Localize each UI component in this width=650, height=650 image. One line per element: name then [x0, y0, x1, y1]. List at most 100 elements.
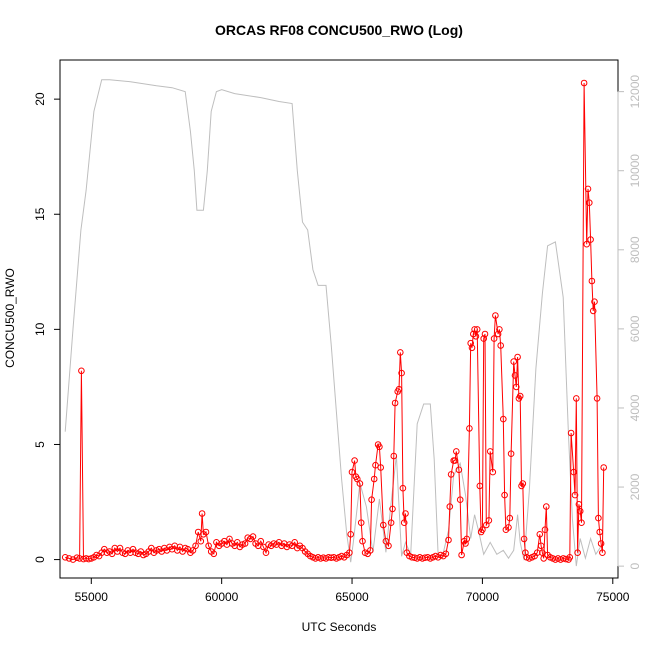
y-tick-label: 5 [33, 441, 47, 448]
data-point [578, 519, 585, 527]
data-point [520, 535, 528, 543]
data-point [511, 372, 519, 379]
data-point [455, 466, 463, 474]
data-point [400, 519, 408, 527]
data-point [198, 510, 206, 517]
data-point [398, 369, 405, 377]
data-point [494, 330, 502, 338]
data-point [346, 549, 353, 557]
data-point [446, 503, 454, 510]
data-point [500, 415, 507, 423]
plot-frame [59, 59, 619, 579]
data-point [497, 342, 505, 349]
data-point [471, 326, 478, 333]
data-point [73, 554, 81, 562]
data-point [507, 450, 515, 458]
data-point [260, 543, 267, 551]
data-point [76, 555, 83, 562]
data-point [466, 425, 473, 432]
data-point [522, 549, 529, 557]
data-point [476, 482, 484, 490]
y2-tick-label: 4000 [628, 394, 642, 421]
data-point [61, 554, 69, 561]
data-point [597, 540, 605, 547]
data-point [540, 555, 548, 562]
data-point [485, 517, 493, 524]
data-point [202, 528, 210, 536]
data-point [575, 501, 583, 508]
data-point [583, 240, 591, 248]
data-point [584, 185, 592, 193]
data-point [576, 507, 584, 515]
data-point [596, 528, 604, 536]
data-point [543, 503, 550, 510]
data-point [492, 312, 499, 319]
data-point [587, 236, 594, 243]
data-point [257, 537, 265, 545]
data-point [108, 550, 116, 558]
data-point [480, 335, 488, 342]
x-axis: 55000 60000 65000 70000 75000 [75, 577, 630, 604]
data-point [506, 514, 514, 522]
data-point [573, 395, 580, 402]
data-point [473, 326, 481, 333]
data-point [489, 468, 497, 476]
data-point [241, 540, 249, 547]
data-point [456, 496, 464, 504]
data-point [351, 457, 358, 464]
data-point [194, 528, 202, 536]
data-point [447, 471, 455, 478]
y-axis-right: 0 2000 4000 6000 8000 10000 12000 [617, 75, 642, 569]
data-point [210, 550, 218, 558]
x-tick-label: 70000 [466, 590, 500, 604]
y-axis-left: 0 5 10 15 20 [33, 92, 61, 563]
x-tick-label: 55000 [75, 590, 109, 604]
data-point [574, 549, 581, 557]
data-point [65, 555, 73, 562]
data-point [389, 505, 396, 513]
data-point [588, 277, 596, 285]
x-axis-label: UTC Seconds [302, 620, 377, 634]
y-tick-label: 20 [33, 92, 47, 106]
data-point [510, 358, 518, 365]
data-point [78, 367, 85, 375]
data-point [589, 307, 597, 315]
data-point [387, 519, 395, 527]
data-point [453, 448, 460, 455]
y2-tick-label: 2000 [628, 473, 642, 500]
data-point [591, 298, 598, 306]
data-point [391, 399, 399, 407]
series-gray-path [64, 79, 605, 567]
data-point [347, 531, 355, 538]
series-red-line [61, 79, 608, 563]
data-point [479, 526, 486, 534]
data-point [357, 519, 365, 527]
data-point [570, 468, 578, 476]
data-point [442, 550, 450, 558]
data-point [513, 383, 520, 391]
data-point [599, 549, 606, 557]
y2-tick-label: 6000 [628, 315, 642, 342]
data-point [445, 536, 452, 544]
data-point [397, 349, 404, 356]
data-point [249, 533, 257, 540]
data-point [205, 542, 212, 550]
data-point [402, 510, 409, 517]
y2-tick-label: 8000 [628, 236, 642, 263]
data-point [486, 448, 494, 455]
data-point [458, 551, 465, 559]
data-point [600, 464, 608, 471]
data-point [197, 537, 205, 545]
data-point [537, 542, 545, 550]
data-point [541, 526, 549, 534]
data-point [505, 524, 512, 531]
y-tick-label: 15 [33, 207, 47, 221]
data-point [390, 452, 398, 460]
data-point [380, 521, 387, 529]
data-point [462, 540, 469, 547]
y-axis-label: CONCU500_RWO [3, 268, 17, 368]
data-point [468, 344, 476, 352]
chart-title: ORCAS RF08 CONCU500_RWO (Log) [215, 22, 463, 38]
data-point [291, 539, 299, 546]
